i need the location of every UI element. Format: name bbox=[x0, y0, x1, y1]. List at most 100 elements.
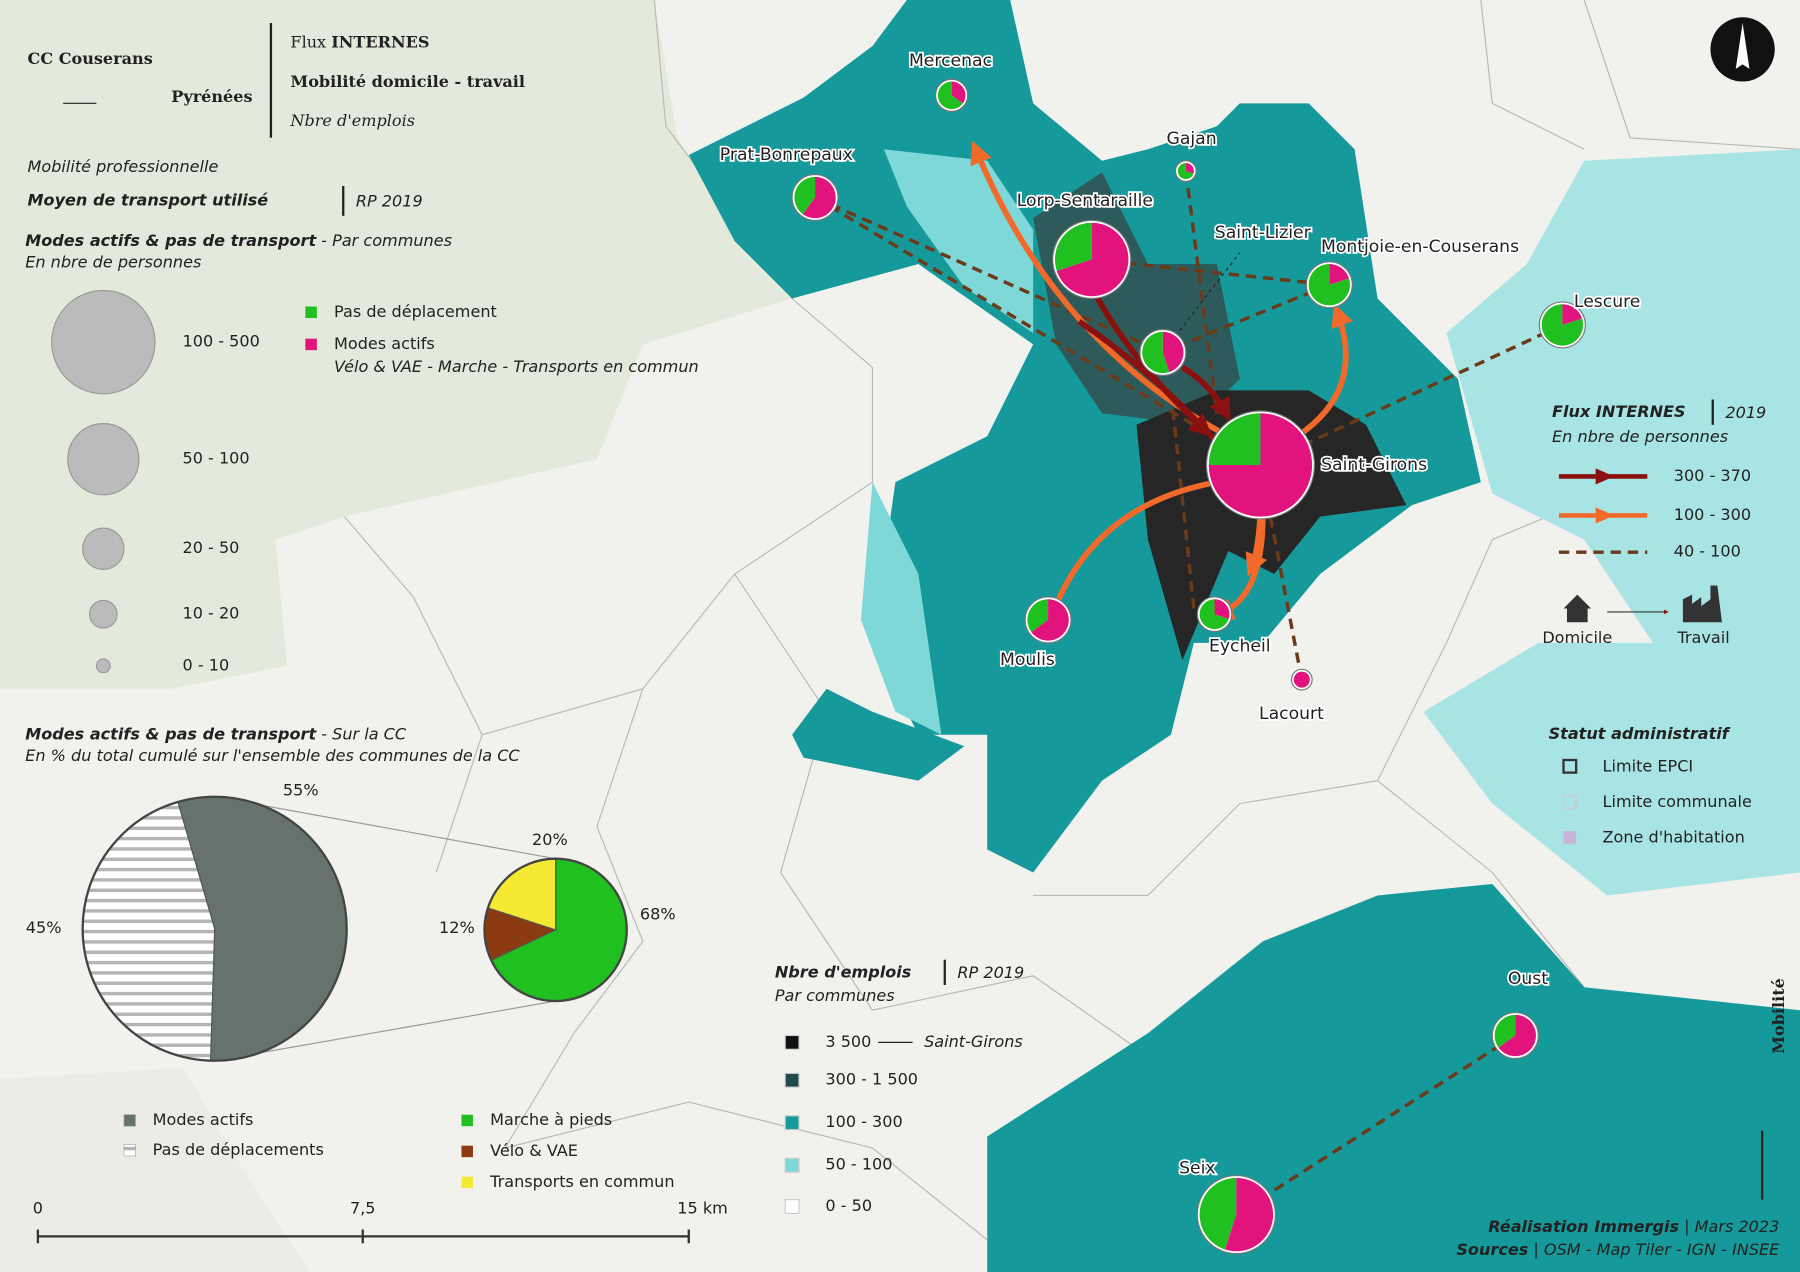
north-arrow bbox=[1735, 22, 1750, 69]
commune-pie-slice bbox=[1142, 331, 1170, 374]
org-name: CC Couserans bbox=[28, 49, 153, 68]
credits: Sources | OSM - Map Tiler - IGN - INSEE bbox=[1456, 1240, 1780, 1259]
flow-line bbox=[1235, 1034, 1517, 1217]
home-icon bbox=[1563, 594, 1592, 623]
legend-swatch bbox=[784, 1072, 800, 1088]
title-light: Flux bbox=[290, 32, 326, 51]
commune-symbols: Mercenac Prat-Bonrepaux Gajan Lorp-Sentarai… bbox=[718, 49, 1642, 1255]
legend-arrowhead bbox=[1595, 468, 1615, 485]
flow-line bbox=[1295, 303, 1353, 439]
pie-value-label: 68% bbox=[640, 904, 676, 923]
pie-value-label: 20% bbox=[532, 830, 568, 849]
pie-outline bbox=[81, 795, 348, 1062]
commune-pie-slice bbox=[802, 176, 836, 219]
legend-title-main: Modes actifs & pas de transport bbox=[25, 724, 317, 743]
kicker: Mobilité professionnelle bbox=[28, 157, 219, 176]
legend-label: 300 - 1 500 bbox=[825, 1070, 918, 1089]
commune-label: Lacourt bbox=[1259, 704, 1324, 724]
commune-pie-slice bbox=[1208, 413, 1261, 465]
scale-label: 0 bbox=[33, 1198, 43, 1217]
legend-swatch bbox=[461, 1176, 473, 1189]
commune-label: Saint-Lizier bbox=[1215, 223, 1312, 243]
flow-line bbox=[814, 196, 1262, 467]
legend-label: Domicile bbox=[1542, 628, 1612, 647]
commune-label: Mercenac bbox=[909, 51, 992, 71]
commune-label: Oust bbox=[1508, 969, 1548, 989]
commune-pie-slice bbox=[1329, 264, 1349, 285]
commune-pie-slice bbox=[1199, 1177, 1237, 1250]
legend-label: 100 - 300 bbox=[1674, 505, 1751, 524]
legend-label: 20 - 50 bbox=[183, 538, 240, 557]
legend-label: Travail bbox=[1676, 628, 1729, 647]
credit-author: Réalisation Immergis bbox=[1488, 1217, 1679, 1236]
sources-label: Sources bbox=[1456, 1240, 1528, 1259]
commune-pie-slice bbox=[1185, 163, 1194, 174]
legend-label: 50 - 100 bbox=[825, 1155, 892, 1174]
legend-swatch bbox=[305, 306, 317, 319]
scale-label: 15 km bbox=[677, 1198, 728, 1217]
commune-pie-slice bbox=[1031, 599, 1069, 641]
legend-swatch bbox=[784, 1034, 800, 1050]
flow-line bbox=[814, 195, 1164, 355]
legend-source: RP 2019 bbox=[957, 963, 1024, 982]
legend-source: 2019 bbox=[1725, 403, 1766, 422]
sources: OSM - Map Tiler - IGN - INSEE bbox=[1544, 1240, 1780, 1259]
heading: Moyen de transport utilisé bbox=[28, 190, 269, 209]
title-bold: INTERNES bbox=[331, 32, 429, 51]
pie-value-label: 12% bbox=[439, 918, 475, 937]
legend-swatch bbox=[123, 1144, 136, 1157]
legend-label: Vélo & VAE bbox=[490, 1141, 578, 1160]
legend-swatch bbox=[461, 1114, 473, 1127]
legend-swatch bbox=[784, 1157, 800, 1173]
commune-label: Montjoie-en-Couserans bbox=[1321, 237, 1519, 257]
legend-label: Transports en commun bbox=[489, 1172, 674, 1191]
legend-title: Nbre d'emplois bbox=[775, 962, 912, 981]
legend-label: 10 - 20 bbox=[183, 604, 240, 623]
legend-label: 50 - 100 bbox=[183, 449, 250, 468]
commune-area bbox=[987, 883, 1800, 1272]
flow-line bbox=[1162, 283, 1330, 355]
relief-zone bbox=[0, 0, 793, 689]
legend-label: 0 - 10 bbox=[183, 655, 230, 674]
credit-date: Mars 2023 bbox=[1695, 1217, 1780, 1236]
legend-title-main: Nbre d'emplois bbox=[775, 962, 912, 981]
connector bbox=[214, 1000, 556, 1062]
commune-label: Seix bbox=[1179, 1159, 1215, 1179]
commune-pie-slice bbox=[951, 81, 966, 104]
flow-line bbox=[1091, 257, 1330, 287]
size-legend-circle bbox=[51, 289, 156, 395]
legend-unit: En nbre de personnes bbox=[25, 252, 202, 271]
legend-label: Limite EPCI bbox=[1603, 756, 1694, 775]
legend-reference: Saint-Girons bbox=[924, 1032, 1023, 1051]
factory-icon bbox=[1682, 585, 1722, 623]
legend-unit: Par communes bbox=[775, 986, 895, 1005]
pie-outline bbox=[483, 857, 628, 1003]
commune-pie-slice bbox=[1541, 304, 1584, 346]
pie-value-label: 45% bbox=[26, 918, 62, 937]
credits: Réalisation Immergis | Mars 2023 bbox=[1488, 1217, 1779, 1236]
legend-label: Limite communale bbox=[1603, 792, 1752, 811]
legend-title-suffix: - Sur la CC bbox=[321, 724, 407, 743]
flow-line bbox=[1184, 170, 1219, 414]
flow-line bbox=[1180, 364, 1231, 422]
commune-pie-slice bbox=[1199, 599, 1229, 630]
commune-pie-slice bbox=[1162, 331, 1184, 373]
modes-note: Vélo & VAE - Marche - Transports en comm… bbox=[334, 357, 699, 376]
commune-label: Lescure bbox=[1574, 292, 1640, 312]
relief-zone bbox=[0, 1067, 310, 1272]
commune-pie-slice bbox=[1308, 264, 1351, 306]
commune-area bbox=[1446, 149, 1800, 643]
commune-label: Moulis bbox=[1000, 650, 1055, 670]
legend-swatch bbox=[123, 1114, 136, 1127]
legend-label: 100 - 300 bbox=[825, 1112, 902, 1131]
flow-line bbox=[1077, 319, 1219, 444]
commune-pie-slice bbox=[1562, 304, 1583, 325]
side-title: Mobilité bbox=[1769, 978, 1788, 1054]
commune-pie-slice bbox=[1177, 163, 1194, 180]
legend-label: 0 - 50 bbox=[825, 1196, 872, 1215]
commune-area bbox=[1423, 642, 1800, 896]
flow-line bbox=[1259, 323, 1564, 467]
commune-pie-slice bbox=[1494, 1014, 1516, 1048]
legend-label: 300 - 370 bbox=[1674, 466, 1751, 485]
commune-label: Gajan bbox=[1167, 129, 1217, 149]
